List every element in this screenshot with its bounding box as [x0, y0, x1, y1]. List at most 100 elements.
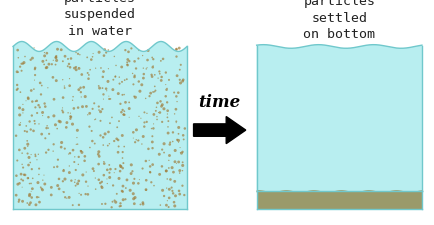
Point — [123, 178, 130, 182]
Point — [175, 126, 182, 130]
Point — [154, 102, 161, 105]
Point — [104, 144, 111, 148]
Point — [96, 87, 103, 90]
Point — [113, 192, 120, 196]
Point — [156, 173, 163, 176]
Point — [115, 120, 122, 123]
Point — [92, 67, 99, 71]
Point — [164, 126, 171, 129]
Point — [61, 87, 68, 90]
Point — [131, 76, 138, 79]
Point — [43, 59, 50, 63]
Point — [39, 179, 46, 182]
Point — [67, 116, 74, 119]
Point — [30, 129, 37, 133]
Point — [33, 100, 40, 103]
Point — [179, 164, 186, 167]
Point — [60, 169, 67, 173]
Point — [21, 147, 28, 150]
Point — [32, 67, 39, 70]
Point — [105, 163, 112, 167]
Point — [95, 85, 102, 88]
Point — [75, 67, 82, 70]
Point — [104, 80, 111, 84]
Point — [74, 129, 81, 133]
Point — [44, 87, 51, 90]
Point — [169, 140, 176, 144]
Point — [22, 173, 29, 177]
Point — [16, 66, 23, 69]
Point — [92, 118, 99, 122]
Point — [88, 58, 95, 62]
Point — [84, 184, 91, 188]
Point — [77, 87, 84, 90]
Point — [95, 162, 102, 166]
Point — [127, 172, 134, 176]
Point — [33, 196, 40, 199]
Point — [43, 127, 50, 130]
Point — [75, 203, 82, 207]
Point — [21, 130, 28, 133]
Point — [60, 168, 67, 172]
Point — [132, 96, 138, 100]
Point — [77, 91, 84, 94]
Point — [113, 137, 120, 141]
Point — [56, 120, 62, 124]
Point — [97, 67, 104, 70]
Point — [79, 173, 86, 177]
Point — [142, 160, 149, 163]
Point — [72, 169, 79, 172]
Point — [99, 136, 106, 140]
Point — [59, 60, 66, 64]
Point — [65, 112, 72, 115]
Point — [84, 72, 91, 75]
Point — [19, 186, 26, 189]
Point — [124, 58, 131, 62]
Point — [16, 107, 23, 110]
Point — [38, 187, 45, 191]
Point — [165, 79, 172, 82]
Point — [171, 112, 178, 116]
Point — [122, 186, 129, 190]
Point — [153, 106, 160, 110]
Point — [41, 63, 48, 67]
Point — [24, 140, 31, 143]
Point — [140, 73, 147, 77]
Point — [117, 103, 124, 106]
Point — [152, 110, 159, 113]
Point — [16, 198, 23, 202]
Point — [66, 152, 73, 155]
Point — [156, 73, 163, 76]
Point — [167, 178, 174, 182]
Point — [105, 98, 112, 101]
Point — [100, 160, 107, 164]
Point — [77, 193, 84, 197]
Point — [106, 176, 113, 180]
Point — [69, 99, 76, 103]
Point — [165, 205, 172, 209]
Point — [86, 112, 93, 116]
Point — [115, 76, 122, 80]
Point — [118, 81, 125, 84]
Point — [76, 67, 82, 71]
Point — [98, 180, 105, 184]
Point — [19, 163, 26, 166]
Point — [50, 115, 57, 118]
Point — [173, 162, 180, 165]
Point — [38, 84, 45, 88]
Point — [123, 63, 130, 67]
Point — [177, 64, 184, 67]
Point — [81, 155, 88, 158]
Point — [99, 87, 106, 90]
Point — [72, 143, 79, 146]
Point — [141, 111, 148, 115]
Point — [111, 171, 118, 175]
Point — [158, 121, 165, 124]
Point — [157, 203, 164, 207]
Point — [117, 165, 124, 169]
Point — [122, 49, 128, 53]
Point — [39, 188, 46, 192]
Point — [62, 196, 69, 199]
Point — [29, 57, 36, 61]
Point — [141, 121, 148, 125]
